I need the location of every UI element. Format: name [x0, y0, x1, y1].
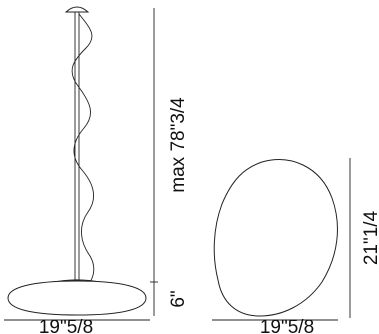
shade-top-outline: [214, 160, 337, 316]
side-view: max 78"3/4 6" 19"5/8: [4, 7, 189, 334]
depth-label: 21"1/4: [361, 210, 379, 265]
side-width-label: 19"5/8: [39, 317, 93, 334]
top-width-label: 19"5/8: [260, 317, 314, 334]
ceiling-canopy: [66, 7, 88, 12]
glass-shade: [8, 281, 146, 315]
height-label: max 78"3/4: [168, 97, 189, 193]
shade-height-label: 6": [168, 290, 189, 307]
top-view: 21"1/4 19"5/8: [212, 158, 379, 334]
